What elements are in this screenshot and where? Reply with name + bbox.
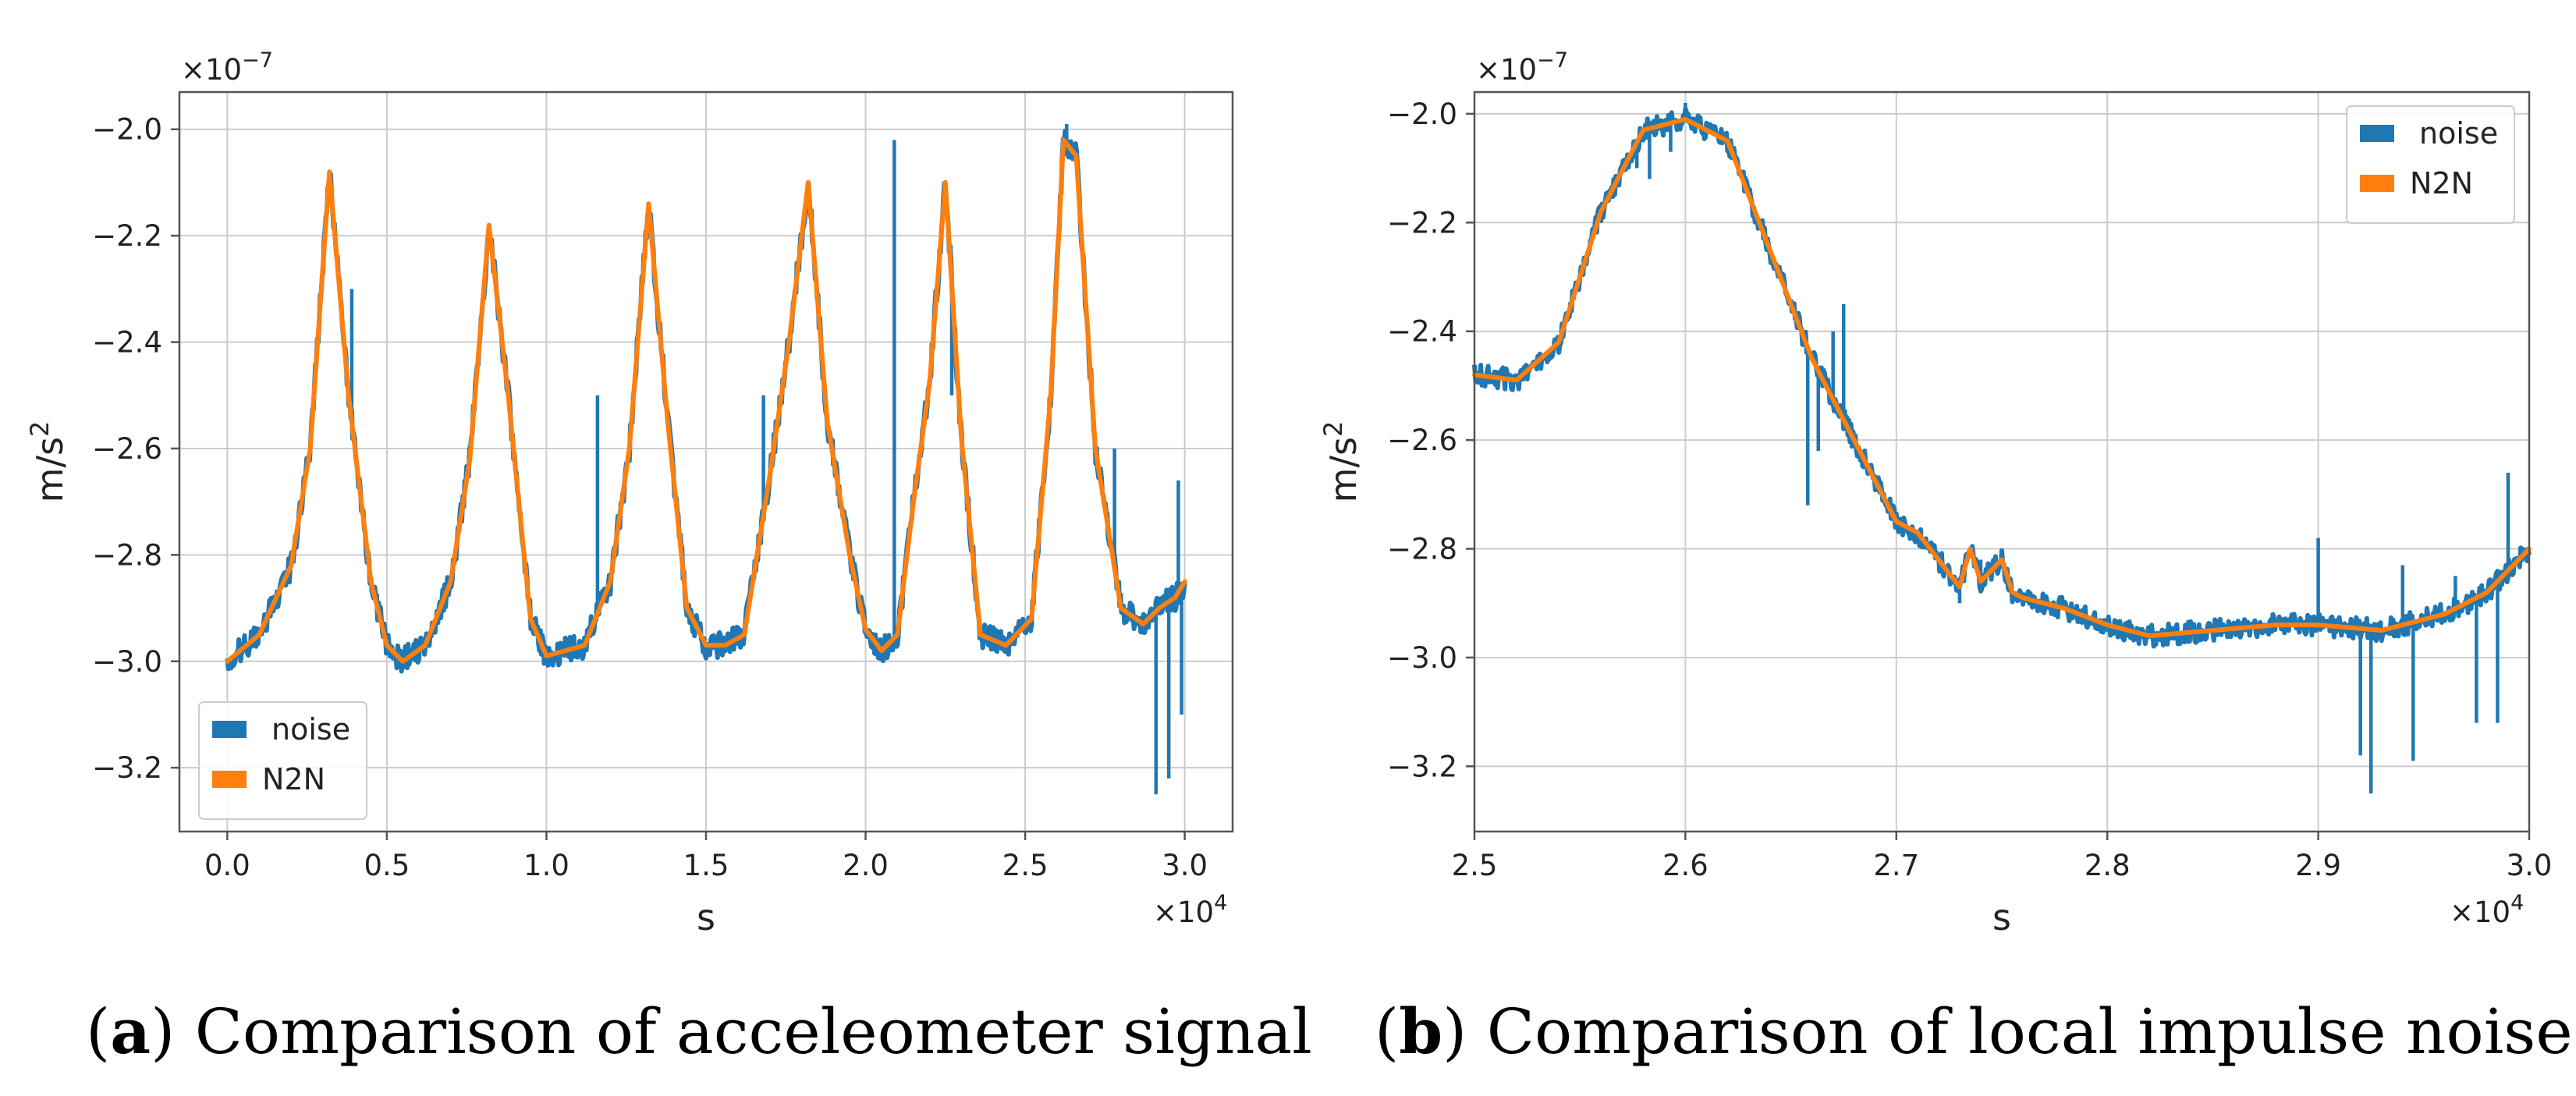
plot-a-x-tick-label: 0.0 <box>204 849 250 882</box>
plot-b-x-tick-label: 2.5 <box>1452 849 1498 882</box>
plot-a-y-tick-label: −2.6 <box>92 432 162 466</box>
plot-b-y-tick-label: −3.0 <box>1387 641 1457 675</box>
plot-a-x-tick-label: 3.0 <box>1162 849 1208 882</box>
plot-b-n2n-line <box>1472 116 2532 639</box>
caption-b-text: Comparison of local impulse noise <box>1467 995 2572 1068</box>
plot-b-x-label: s <box>1992 896 2011 938</box>
plot-a-y-label: m/s2 <box>25 421 71 503</box>
plot-b-y-tick-label: −2.2 <box>1387 206 1457 239</box>
plot-a-frame <box>178 90 1234 833</box>
plot-a-x-label: s <box>697 896 715 938</box>
plot-b-y-tick-label: −2.0 <box>1387 98 1457 131</box>
caption-b: (b) Comparison of local impulse noise <box>1375 995 2573 1068</box>
plot-b-legend-noise-label: noise <box>2419 116 2498 151</box>
plot-b-y-scale: ×10−7 <box>1476 48 1568 87</box>
plot-b-x-scale: ×104 <box>2450 891 2524 929</box>
plot-a-x-scale: ×104 <box>1153 891 1227 929</box>
plot-a-y-tick-label: −2.2 <box>92 219 162 253</box>
plot-b-grid-and-ticks: 2.5 2.6 2.7 2.8 2.9 3.0 −3.2 −3.0 −2.8 −2.6 −2.4 −2… <box>1387 92 2552 882</box>
plot-b-x-tick-label: 3.0 <box>2507 849 2553 882</box>
plot-a-y-tick-label: −2.8 <box>92 538 162 572</box>
plot-a-x-tick-label: 2.0 <box>843 849 889 882</box>
plot-a-grid-and-ticks: 0.0 0.5 1.0 1.5 2.0 2.5 3.0 −3.2 −3.0 −2.8 −2.6 −2.… <box>92 92 1233 882</box>
plot-a-x-tick-label: 1.5 <box>683 849 729 882</box>
plot-a-legend-n2n-swatch <box>212 771 247 788</box>
plot-b-legend-noise-swatch <box>2360 125 2394 142</box>
caption-b-letter: b <box>1399 995 1442 1068</box>
plot-b-x-tick-label: 2.7 <box>1873 849 1919 882</box>
plot-b-y-label: m/s2 <box>1318 421 1364 503</box>
plot-a-y-tick-label: −3.2 <box>92 751 162 785</box>
plot-a-legend-noise-swatch <box>212 721 247 738</box>
caption-a-text: Comparison of acceleometer signal <box>175 995 1312 1068</box>
plot-b-legend-n2n-label: N2N <box>2410 166 2473 200</box>
plot-a-y-tick-label: −2.4 <box>92 326 162 360</box>
plot-a-legend-noise-label: noise <box>271 712 350 747</box>
plot-b-x-tick-label: 2.6 <box>1662 849 1708 882</box>
caption-a-letter: a <box>110 995 151 1068</box>
plot-b-y-tick-label: −2.6 <box>1387 424 1457 457</box>
caption-a: (a) Comparison of acceleometer signal <box>86 995 1312 1068</box>
plot-b-y-tick-label: −2.8 <box>1387 533 1457 566</box>
plot-a-y-tick-label: −2.0 <box>92 113 162 147</box>
plot-a-n2n-line <box>225 137 1187 664</box>
panel-a-chart: 0.0 0.5 1.0 1.5 2.0 2.5 3.0 −3.2 −3.0 −2.8 −2.6 −2.… <box>25 48 1312 1068</box>
plot-b-y-tick-label: −3.2 <box>1387 750 1457 783</box>
plot-b-frame <box>1473 90 2531 833</box>
panel-b-chart: 2.5 2.6 2.7 2.8 2.9 3.0 −3.2 −3.0 −2.8 −2.6 −2.4 −2… <box>1318 48 2573 1068</box>
plot-b-x-tick-label: 2.8 <box>2085 849 2131 882</box>
plot-a-y-tick-label: −3.0 <box>92 645 162 679</box>
plot-b-legend: noise N2N <box>2346 105 2515 224</box>
plot-b-y-tick-label: −2.4 <box>1387 315 1457 349</box>
plot-b-x-tick-label: 2.9 <box>2295 849 2341 882</box>
plot-a-legend-n2n-label: N2N <box>262 762 325 796</box>
plot-a-legend: noise N2N <box>198 701 367 820</box>
plot-a-y-scale: ×10−7 <box>181 48 273 87</box>
plot-a-x-tick-label: 2.5 <box>1002 849 1048 882</box>
plot-b-legend-n2n-swatch <box>2360 175 2394 192</box>
plot-a-x-tick-label: 0.5 <box>364 849 410 882</box>
plot-a-x-tick-label: 1.0 <box>523 849 569 882</box>
